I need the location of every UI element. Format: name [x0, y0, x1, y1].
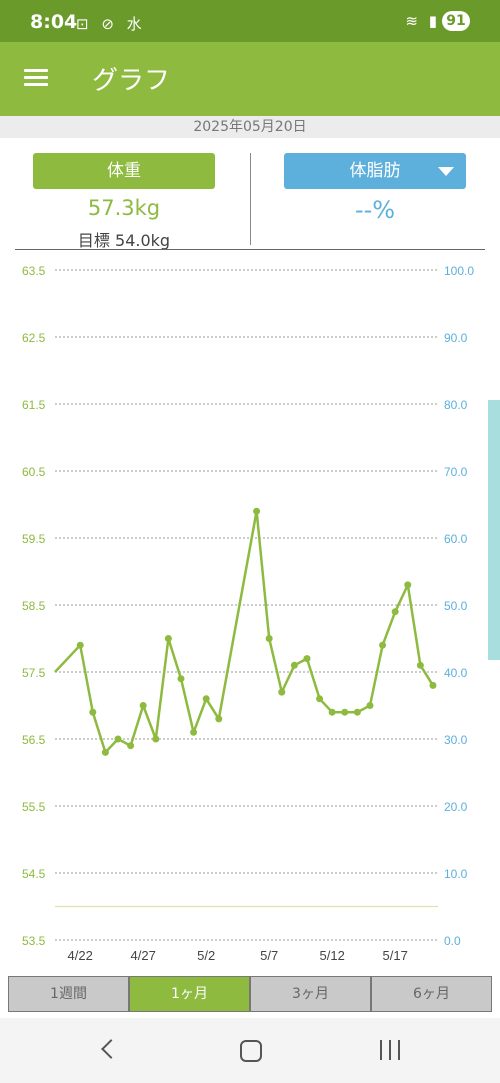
- data-point: [290, 661, 298, 669]
- x-tick-label: 4/27: [131, 948, 156, 963]
- target-weight: 目標 54.0kg: [77, 231, 171, 250]
- y-tick-label-left: 53.5: [22, 934, 46, 948]
- data-point: [76, 641, 84, 649]
- body-fat-value: --%: [354, 196, 396, 224]
- notification-icons: ⊡ ⊘ 水: [76, 15, 146, 33]
- data-point: [190, 728, 198, 736]
- hamburger-menu-icon[interactable]: [24, 69, 48, 87]
- data-point: [114, 735, 122, 743]
- data-point: [202, 695, 210, 703]
- x-tick-label: 5/12: [320, 948, 345, 963]
- y-tick-label-right: 80.0: [444, 398, 468, 412]
- y-tick-label-left: 63.5: [22, 264, 46, 278]
- tab-range[interactable]: 3ヶ月: [250, 976, 371, 1012]
- x-tick-label: 5/2: [197, 948, 215, 963]
- data-point: [328, 708, 336, 716]
- y-tick-label-right: 10.0: [444, 867, 468, 881]
- data-point: [416, 661, 424, 669]
- navigation-bar: [0, 1018, 500, 1083]
- data-point: [177, 675, 185, 683]
- data-point: [139, 702, 147, 709]
- data-point: [316, 695, 324, 703]
- data-point: [215, 715, 223, 723]
- range-tabs: 1週間 1ヶ月 3ヶ月 6ヶ月: [8, 976, 492, 1012]
- x-tick-label: 5/17: [383, 948, 408, 963]
- status-time: 8:04: [30, 11, 78, 33]
- body-fat-dropdown[interactable]: 体脂肪: [284, 153, 466, 189]
- y-tick-label-right: 70.0: [444, 465, 468, 479]
- data-point: [303, 655, 311, 663]
- y-tick-label-left: 58.5: [22, 599, 46, 613]
- weight-series-line: [54, 509, 435, 754]
- y-tick-label-left: 59.5: [22, 532, 46, 546]
- data-point: [429, 681, 437, 689]
- y-tick-label-left: 62.5: [22, 331, 46, 345]
- data-point: [127, 742, 135, 750]
- home-icon[interactable]: [240, 1040, 262, 1062]
- data-point: [89, 708, 97, 716]
- tab-range[interactable]: 1ヶ月: [129, 976, 250, 1012]
- divider: [250, 153, 251, 245]
- x-tick-label: 4/22: [68, 948, 93, 963]
- app-bar: グラフ: [0, 42, 500, 116]
- x-tick-label: 5/7: [260, 948, 278, 963]
- data-point: [101, 748, 109, 756]
- y-tick-label-right: 90.0: [444, 331, 468, 345]
- back-icon[interactable]: [101, 1039, 121, 1059]
- drawer-handle[interactable]: [488, 400, 500, 660]
- status-bar: 8:04 ⊡ ⊘ 水 ≋ ▮ 91: [0, 0, 500, 42]
- y-tick-label-left: 54.5: [22, 867, 46, 881]
- data-point: [265, 635, 273, 642]
- data-point: [404, 581, 412, 589]
- y-tick-label-right: 30.0: [444, 733, 468, 747]
- data-point: [164, 635, 172, 642]
- data-point: [278, 688, 286, 696]
- divider: [15, 249, 485, 250]
- y-tick-label-left: 60.5: [22, 465, 46, 479]
- body-fat-label: 体脂肪: [349, 161, 401, 181]
- y-tick-label-right: 60.0: [444, 532, 468, 546]
- y-tick-label-left: 57.5: [22, 666, 46, 680]
- tab-range[interactable]: 6ヶ月: [371, 976, 492, 1012]
- recent-apps-icon[interactable]: [380, 1040, 402, 1060]
- data-point: [253, 507, 261, 515]
- page-title: グラフ: [92, 66, 171, 96]
- y-tick-label-right: 20.0: [444, 800, 468, 814]
- wifi-signal-icon: ≋ ▮: [405, 12, 440, 30]
- data-point: [379, 641, 387, 649]
- data-point: [366, 702, 374, 709]
- tab-range[interactable]: 1週間: [8, 976, 129, 1012]
- y-tick-label-right: 0.0: [444, 934, 461, 948]
- y-tick-label-right: 40.0: [444, 666, 468, 680]
- battery-icon: 91: [442, 11, 470, 31]
- y-tick-label-left: 56.5: [22, 733, 46, 747]
- y-tick-label-right: 50.0: [444, 599, 468, 613]
- date-label: 2025年05月20日: [0, 116, 500, 138]
- weight-label: 体重: [107, 161, 141, 181]
- weight-value: 57.3kg: [87, 196, 161, 220]
- y-tick-label-right: 100.0: [444, 264, 474, 278]
- data-point: [152, 735, 160, 743]
- y-tick-label-left: 55.5: [22, 800, 46, 814]
- dropdown-arrow-icon: [438, 167, 454, 176]
- y-tick-label-left: 61.5: [22, 398, 46, 412]
- data-point: [391, 608, 399, 616]
- weight-line-chart[interactable]: 63.5 100.0 62.5 90.0 61.5 80.0 60.5 70.0 59.5 60.…: [0, 250, 500, 970]
- data-point: [341, 708, 349, 716]
- data-point: [353, 708, 361, 716]
- weight-tab-button[interactable]: 体重: [33, 153, 215, 189]
